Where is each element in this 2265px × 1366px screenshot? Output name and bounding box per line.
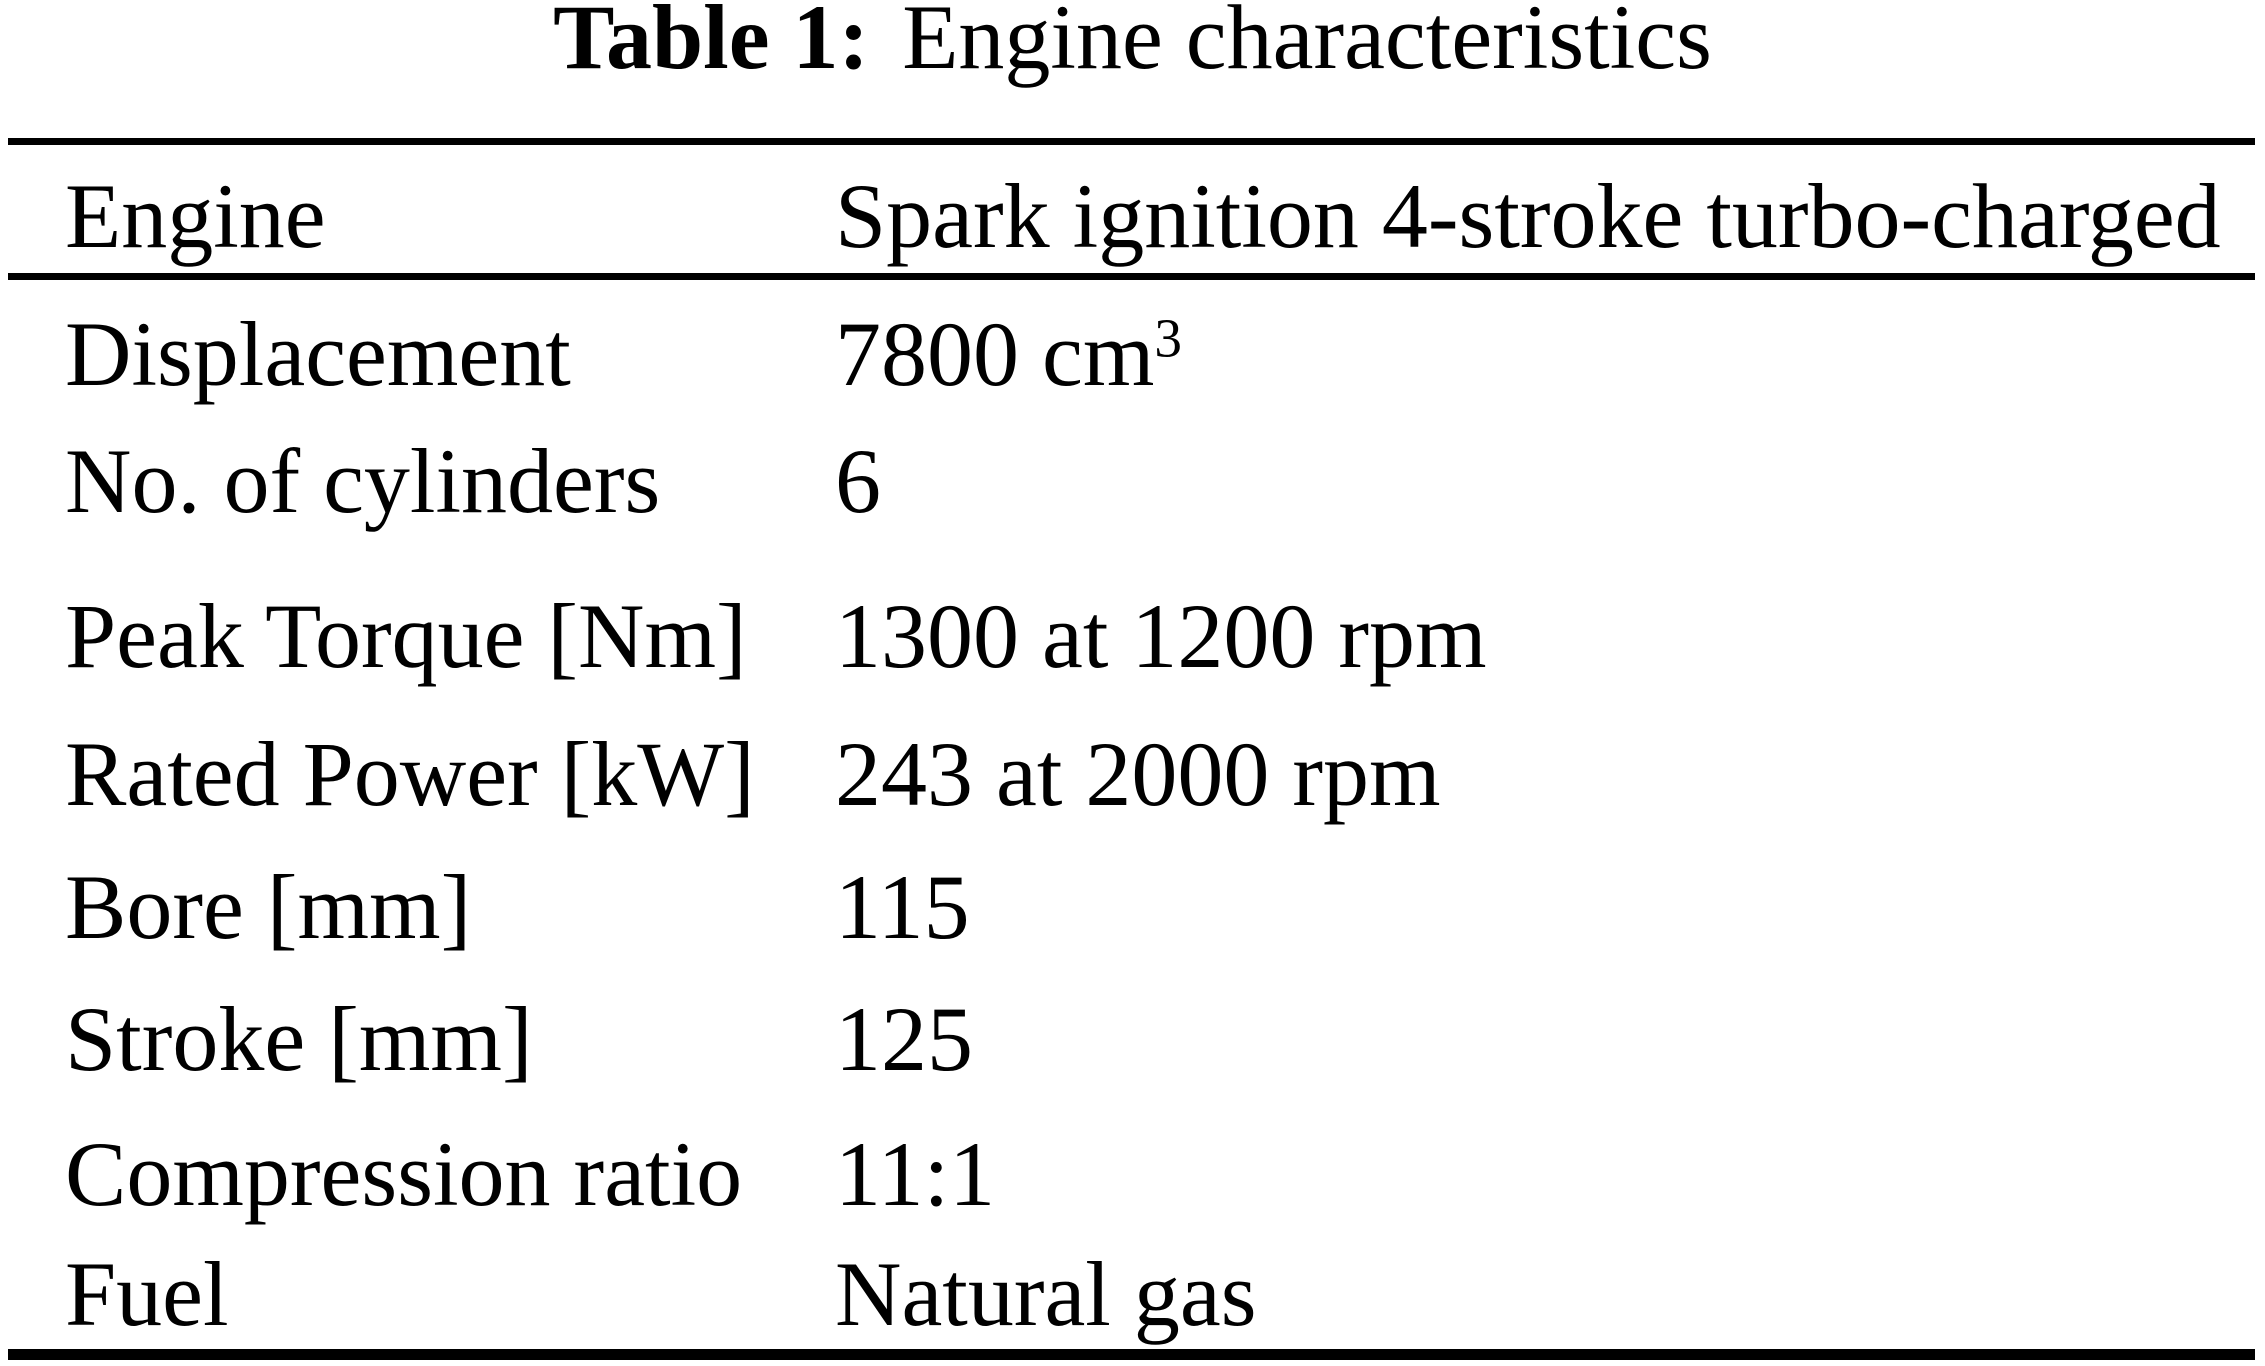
- row-value: 6: [835, 435, 881, 527]
- row-value-text: 115: [835, 856, 970, 958]
- row-label: Rated Power [kW]: [65, 723, 755, 825]
- row-value-text: Spark ignition 4-stroke turbo-charged: [835, 165, 2221, 267]
- row-value-text: Natural gas: [835, 1243, 1257, 1345]
- row-value-superscript: 3: [1154, 307, 1182, 369]
- table-top-rule: [8, 138, 2255, 145]
- row-value: 1300 at 1200 rpm: [835, 590, 1487, 682]
- table-row: No. of cylinders 6: [65, 435, 2245, 527]
- row-value: 125: [835, 993, 973, 1085]
- row-value-text: 1300 at 1200 rpm: [835, 585, 1487, 687]
- table-caption: Table 1: Engine characteristics: [0, 0, 2265, 83]
- row-value-text: 11:1: [835, 1123, 996, 1225]
- table-row: Bore [mm] 115: [65, 861, 2245, 953]
- row-value-text: 125: [835, 988, 973, 1090]
- row-value-text: 7800 cm: [835, 303, 1155, 405]
- row-value: Spark ignition 4-stroke turbo-charged: [835, 170, 2221, 262]
- table-header-rule: [8, 273, 2255, 280]
- row-value: 115: [835, 861, 970, 953]
- row-value-text: 6: [835, 430, 881, 532]
- table-row: Rated Power [kW] 243 at 2000 rpm: [65, 728, 2245, 820]
- row-value: Natural gas: [835, 1248, 1257, 1340]
- row-label: Fuel: [65, 1243, 229, 1345]
- table-row: Fuel Natural gas: [65, 1248, 2245, 1340]
- row-value-text: 243 at 2000 rpm: [835, 723, 1441, 825]
- table-row: Compression ratio 11:1: [65, 1128, 2245, 1220]
- row-label: Engine: [65, 165, 326, 267]
- row-label: Compression ratio: [65, 1123, 743, 1225]
- table-row: Engine Spark ignition 4-stroke turbo-cha…: [65, 170, 2245, 262]
- table-bottom-rule: [8, 1349, 2255, 1360]
- table-caption-text: Engine characteristics: [902, 0, 1712, 88]
- row-label: Stroke [mm]: [65, 988, 533, 1090]
- table-row: Stroke [mm] 125: [65, 993, 2245, 1085]
- row-label: Peak Torque [Nm]: [65, 585, 747, 687]
- row-value: 11:1: [835, 1128, 995, 1220]
- row-label: No. of cylinders: [65, 430, 661, 532]
- table-row: Peak Torque [Nm] 1300 at 1200 rpm: [65, 590, 2245, 682]
- table-caption-label: Table 1:: [553, 0, 870, 88]
- table-row: Displacement 7800 cm3: [65, 308, 2245, 400]
- row-value: 7800 cm3: [835, 308, 1182, 400]
- row-value: 243 at 2000 rpm: [835, 728, 1441, 820]
- row-label: Displacement: [65, 303, 571, 405]
- row-label: Bore [mm]: [65, 856, 472, 958]
